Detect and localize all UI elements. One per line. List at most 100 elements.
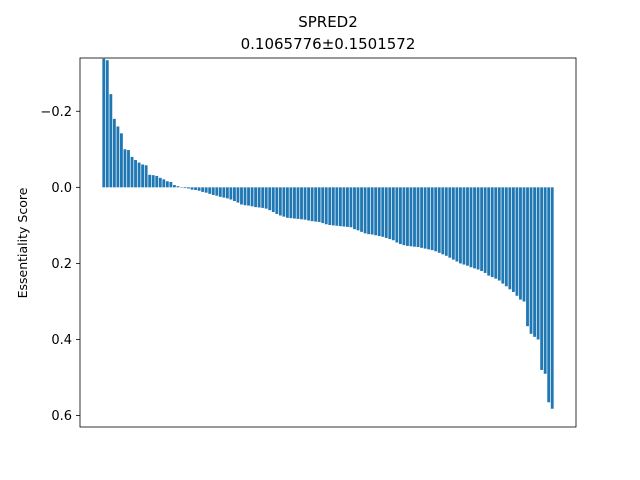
bar — [271, 187, 275, 213]
bar — [409, 187, 413, 247]
bar — [423, 187, 427, 249]
bar — [497, 187, 501, 281]
bar — [165, 181, 169, 188]
bar — [483, 187, 487, 273]
bar — [511, 187, 515, 292]
bar — [282, 187, 286, 217]
bar — [543, 187, 547, 374]
bar — [123, 149, 127, 188]
bar — [519, 187, 522, 300]
bar — [487, 187, 491, 276]
bar — [434, 187, 438, 252]
bar — [501, 187, 505, 284]
y-tick-label: 0.6 — [51, 409, 72, 424]
bar — [504, 187, 508, 287]
bar — [459, 187, 462, 264]
bar — [522, 187, 526, 302]
bar — [529, 187, 533, 334]
bar — [229, 187, 233, 200]
bar — [127, 150, 130, 188]
bar — [455, 187, 459, 262]
bar — [261, 187, 265, 208]
bar — [550, 187, 554, 409]
bar — [134, 159, 137, 188]
bar — [215, 187, 219, 196]
bar — [462, 187, 466, 265]
bar — [533, 187, 536, 337]
bar — [197, 187, 201, 191]
bar — [494, 187, 498, 279]
bar — [526, 187, 529, 327]
bar — [169, 182, 173, 188]
bar — [444, 187, 448, 256]
bar — [377, 187, 381, 237]
bar — [490, 187, 494, 278]
bar — [317, 187, 321, 222]
bar — [116, 126, 120, 188]
bar — [466, 187, 469, 266]
plot-area-frame — [79, 57, 577, 428]
bar — [162, 179, 166, 188]
bar — [236, 187, 240, 203]
bar — [335, 187, 339, 226]
bar — [427, 187, 431, 250]
bar — [222, 187, 226, 198]
bar — [321, 187, 325, 224]
bar — [480, 187, 484, 272]
y-axis-label: Essentiality Score — [15, 187, 30, 298]
bar — [176, 186, 180, 188]
bar — [109, 94, 113, 188]
bar — [254, 187, 258, 208]
bar-series — [102, 58, 554, 409]
bar — [398, 187, 402, 245]
bar — [204, 187, 208, 193]
bar — [342, 187, 346, 227]
bar — [395, 187, 399, 243]
bar — [208, 187, 212, 194]
bar — [155, 175, 159, 188]
bar — [515, 187, 519, 296]
bar — [437, 187, 441, 253]
bar — [225, 187, 229, 199]
bar — [360, 187, 363, 232]
bar — [353, 187, 356, 230]
bar — [158, 177, 162, 188]
y-axis: −0.2 0.0 0.2 0.4 0.6 — [40, 105, 80, 424]
bar — [293, 187, 296, 219]
bar — [247, 187, 250, 206]
bar — [172, 185, 176, 188]
bar — [278, 187, 282, 216]
y-tick-label: 0.4 — [51, 333, 72, 348]
bar — [448, 187, 452, 258]
bar — [469, 187, 473, 268]
y-tick-label: −0.2 — [40, 105, 72, 120]
bar — [324, 187, 328, 225]
bar — [112, 118, 116, 188]
bar — [384, 187, 388, 238]
bar — [243, 187, 247, 206]
bar — [473, 187, 476, 269]
bar — [476, 187, 480, 270]
bar — [285, 187, 289, 218]
bar — [240, 187, 243, 205]
chart-title: SPRED2 — [298, 13, 358, 31]
bar — [187, 187, 190, 189]
bar — [338, 187, 342, 227]
bar — [441, 187, 445, 255]
bar — [144, 165, 148, 188]
bar — [314, 187, 318, 222]
bar — [137, 162, 141, 188]
bar — [391, 187, 395, 241]
bar — [356, 187, 360, 231]
y-tick-label: 0.2 — [51, 257, 72, 272]
bar — [381, 187, 385, 237]
bar — [264, 187, 268, 209]
y-tick-label: 0.0 — [51, 181, 72, 196]
bar — [303, 187, 307, 220]
bar — [300, 187, 303, 220]
bar — [296, 187, 300, 219]
bar — [289, 187, 293, 219]
bar — [105, 60, 109, 188]
bar — [406, 187, 409, 246]
